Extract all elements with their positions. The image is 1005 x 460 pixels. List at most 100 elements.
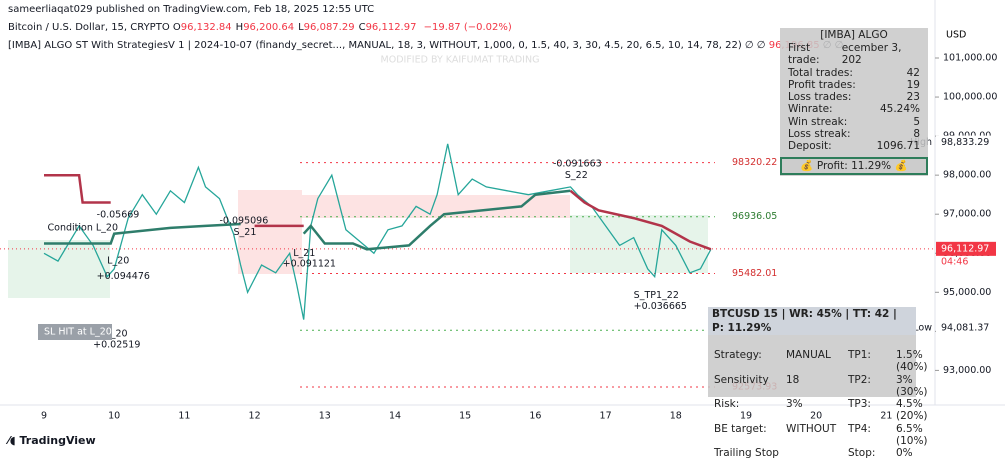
stats-value: 23 [906, 91, 920, 104]
sl-hit-box [38, 324, 112, 340]
stats-key: Win streak: [788, 115, 848, 128]
profit: 💰 Profit: 11.29% 💰 [780, 156, 928, 175]
symbol: Bitcoin / U.S. Dollar, 15, CRYPTO [8, 22, 170, 33]
ohlc-value: 96,112.97 [365, 22, 417, 33]
current-badge [936, 241, 996, 256]
short-zone [238, 190, 302, 274]
y-tick-label: 98,000.00 [943, 170, 991, 181]
stats-panel: [IMBA] ALGO First trade: ecember 3, 202 To… [780, 28, 928, 176]
x-tick-label: 16 [529, 411, 541, 422]
trade-label: TP1_20 [92, 329, 127, 340]
stats-row: Total trades: 42 [780, 67, 928, 79]
y-tick-label: 101,000.00 [943, 53, 997, 64]
stats-key: Deposit: [788, 140, 832, 153]
y-tick-label: 100,000.00 [943, 92, 997, 103]
profit-text: Profit: 11.29% [816, 159, 892, 172]
strategy-row: BE target: WITHOUT TP4: 6.5% (10%) [708, 422, 928, 448]
change: −19.87 (−0.02%) [423, 22, 512, 33]
strategy-panel: BTCUSD 15 | WR: 45% | TT: 42 | P: 11.29%… [708, 307, 928, 459]
strategy-row: Sensitivity 18 TP2: 3% (30%) [708, 373, 928, 399]
footer-brand: TradingView [19, 434, 96, 447]
y-tick-label: 95,000.00 [943, 287, 991, 298]
strategy-cell: TP1: [848, 349, 871, 361]
strategy-row: Strategy: MANUAL TP1: 1.5% (40%) [708, 349, 928, 374]
trade-label: -0.095096 [220, 216, 269, 227]
strategy-cell: 6.5% (10%) [896, 422, 928, 448]
countdown: 04:46 [941, 256, 968, 267]
x-tick-label: 17 [600, 411, 612, 422]
ohlc: O96,132.84 H96,200.64 L96,087.29 C96,112.97 [173, 22, 421, 33]
stats-key: Loss trades: [788, 91, 852, 104]
stats-key: First trade: [788, 42, 820, 67]
strategy-row: Risk: 3% TP3: 4.5% (20%) [708, 398, 928, 423]
high-badge-text: 98,833.29 [941, 137, 989, 148]
axis-unit: USD [946, 30, 966, 41]
y-tick-label: 99,000.00 [943, 131, 991, 142]
stats-key: Total trades: [788, 66, 853, 79]
indicator: [IMBA] ALGO ST With StrategiesV 1 | 2024… [8, 40, 766, 51]
y-tick-label: 93,000.00 [943, 365, 991, 376]
ohlc-label: O [172, 22, 181, 33]
indicator-line: [IMBA] ALGO ST With StrategiesV 1 | 2024… [8, 40, 843, 51]
ohlc-value: 96,200.64 [243, 22, 295, 33]
ohlc-label: L [298, 22, 304, 33]
stats-value: 42 [906, 66, 920, 79]
strategy-cell: Sensitivity [714, 373, 769, 386]
trade-label: L_21 [293, 248, 315, 259]
ohlc-label: C [358, 22, 366, 33]
low-badge [936, 321, 996, 336]
stats-key: Winrate: [788, 103, 833, 116]
stats-rows: First trade: ecember 3, 202 Total trades: 4… [780, 42, 928, 153]
stats-row: Win streak: 5 [780, 116, 928, 128]
low-badge-label: Low [913, 323, 932, 334]
ohlc-value: 96,087.29 [303, 22, 355, 33]
strategy-cell: 1.5% (40%) [896, 349, 928, 374]
x-tick-label: 9 [41, 411, 47, 422]
strategy-cell: TP2: [848, 373, 871, 386]
stats-value: 45.24% [879, 103, 920, 116]
low-badge-text: 94,081.37 [941, 323, 989, 334]
stats-row: Loss streak: 8 [780, 128, 928, 140]
trade-label: L_20 [107, 256, 129, 267]
stats-row: Winrate: 45.24% [780, 103, 928, 115]
stats-key: Loss streak: [788, 128, 851, 141]
strategy-cell: TP3: [848, 398, 871, 411]
footer: ⁄◖ TradingView [8, 434, 96, 447]
trade-label: -0.091663 [553, 159, 602, 170]
x-tick-label: 13 [319, 411, 331, 422]
strategy-cell: Risk: [714, 398, 740, 411]
trade-label: +0.091121 [283, 259, 336, 270]
stats-row: Deposit: 1096.71 [780, 140, 928, 152]
trade-label: +0.02519 [93, 340, 140, 351]
y-tick-label: 96,000.00 [943, 248, 991, 259]
stats-key: Profit trades: [788, 78, 856, 91]
stats-value: ecember 3, 202 [841, 42, 902, 67]
strategy-cell: WITHOUT [786, 422, 837, 435]
long-zone [8, 240, 110, 298]
stats-value: 1096.71 [876, 140, 920, 153]
long-zone [570, 215, 708, 273]
symbol-line: Bitcoin / U.S. Dollar, 15, CRYPTO O96,13… [8, 22, 512, 33]
trend-up [44, 189, 571, 251]
y-tick-label: 97,000.00 [943, 209, 991, 220]
short-zone [302, 195, 570, 218]
trade-label: S_21 [234, 227, 257, 238]
trade-label: -0.05669 [97, 209, 140, 220]
ohlc-label: H [235, 22, 244, 33]
strategy-cell: 3% [786, 398, 803, 411]
level-label: 95482.01 [732, 268, 777, 279]
current-badge-text: 96,112.97 [941, 243, 989, 254]
x-tick-label: 14 [389, 411, 401, 422]
stats-title: [IMBA] ALGO [820, 29, 888, 41]
y-tick-label: 94,000.00 [943, 326, 991, 337]
watermark: MODIFIED BY KAIFUMAT TRADING [381, 55, 540, 66]
x-tick-label: 15 [459, 411, 471, 422]
price-line [43, 143, 712, 320]
high-badge [936, 135, 996, 150]
stats-value: 8 [913, 128, 920, 141]
strategy-cell: 4.5% (20%) [896, 398, 928, 423]
trade-label: +0.094476 [97, 271, 150, 282]
strategy-rows: Strategy: MANUAL TP1: 1.5% (40%) Sensitivity… [708, 349, 928, 460]
strategy-cell: TP4: [848, 422, 871, 435]
